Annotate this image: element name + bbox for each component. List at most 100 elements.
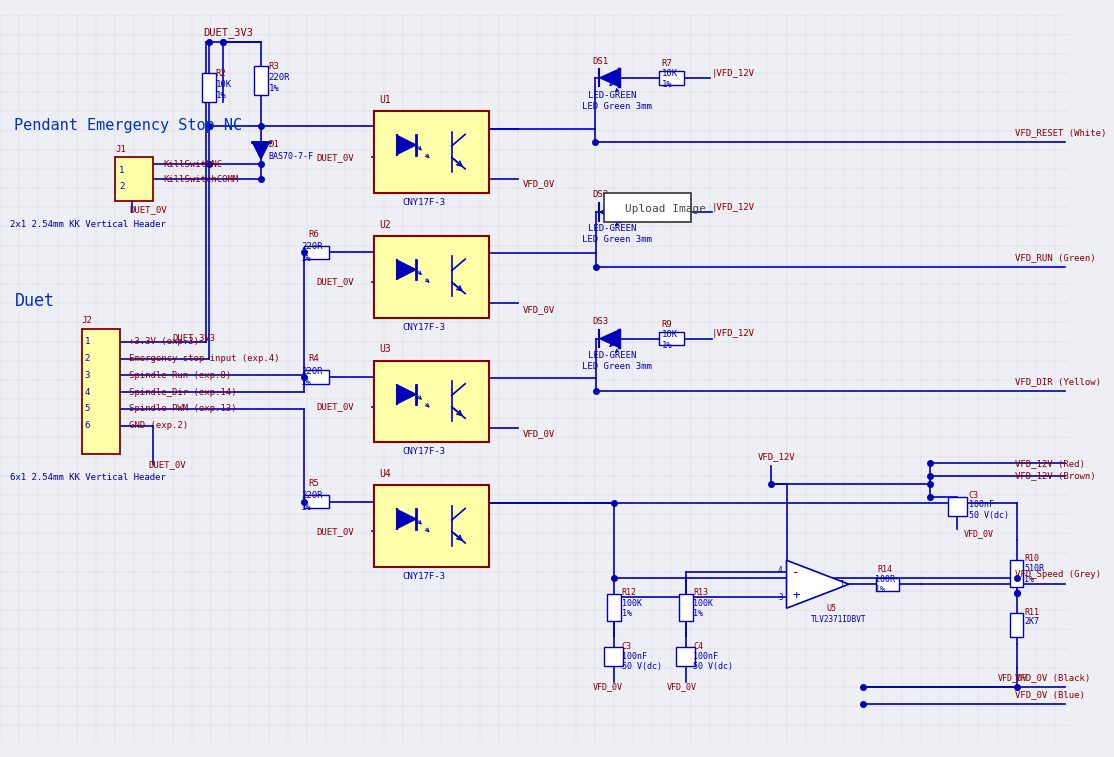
Text: VFD_DIR (Yellow): VFD_DIR (Yellow) bbox=[1015, 377, 1101, 386]
Polygon shape bbox=[397, 385, 417, 404]
Text: 1%: 1% bbox=[622, 609, 632, 618]
Text: 1%: 1% bbox=[662, 214, 673, 223]
Text: KillSwithNC: KillSwithNC bbox=[163, 160, 222, 169]
Text: 510R: 510R bbox=[1025, 565, 1045, 573]
Text: 50 V(dc): 50 V(dc) bbox=[622, 662, 662, 671]
Bar bbox=[115, 157, 154, 201]
Text: +3.3V (exp.3): +3.3V (exp.3) bbox=[129, 337, 199, 346]
Text: R6: R6 bbox=[309, 229, 320, 238]
Text: VFD_12V (Red): VFD_12V (Red) bbox=[1015, 459, 1085, 468]
Text: 220R: 220R bbox=[301, 242, 323, 251]
Text: R7: R7 bbox=[662, 59, 673, 68]
Text: VFD_0V: VFD_0V bbox=[522, 429, 555, 438]
Bar bbox=[304, 495, 329, 509]
Text: U1: U1 bbox=[379, 95, 391, 105]
Text: R5: R5 bbox=[309, 479, 320, 488]
Text: VFD_12V (Brown): VFD_12V (Brown) bbox=[1015, 472, 1095, 481]
Text: 100K: 100K bbox=[622, 599, 642, 608]
Text: 10K: 10K bbox=[662, 204, 678, 213]
Text: TLV2371IDBVT: TLV2371IDBVT bbox=[811, 615, 866, 625]
Text: VFD_0V (Blue): VFD_0V (Blue) bbox=[1015, 690, 1085, 699]
Text: 4: 4 bbox=[778, 566, 783, 575]
Text: R12: R12 bbox=[622, 588, 636, 597]
Text: VFD_0V: VFD_0V bbox=[522, 305, 555, 314]
Text: BAS70-7-F: BAS70-7-F bbox=[268, 152, 313, 161]
Text: CNY17F-3: CNY17F-3 bbox=[403, 322, 446, 332]
Text: R14: R14 bbox=[878, 565, 892, 575]
Text: |VFD_12V: |VFD_12V bbox=[712, 203, 754, 212]
Text: Upload Image: Upload Image bbox=[625, 204, 706, 214]
Text: CNY17F-3: CNY17F-3 bbox=[403, 572, 446, 581]
Bar bbox=[254, 67, 267, 95]
Text: Spindle_Dir (exp.14): Spindle_Dir (exp.14) bbox=[129, 388, 237, 397]
Text: J1: J1 bbox=[115, 145, 126, 154]
Text: 2x1 2.54mm KK Vertical Header: 2x1 2.54mm KK Vertical Header bbox=[10, 220, 166, 229]
Polygon shape bbox=[397, 260, 417, 279]
Text: DS3: DS3 bbox=[593, 317, 609, 326]
Bar bbox=[374, 111, 489, 193]
Bar bbox=[374, 361, 489, 442]
Text: LED-GREEN: LED-GREEN bbox=[588, 91, 636, 100]
Text: VFD_12V: VFD_12V bbox=[758, 452, 795, 461]
Text: DUET_0V: DUET_0V bbox=[316, 278, 354, 287]
Bar bbox=[948, 497, 967, 516]
Text: 220R: 220R bbox=[301, 367, 323, 375]
Polygon shape bbox=[599, 330, 618, 347]
Text: VFD_RESET (White): VFD_RESET (White) bbox=[1015, 128, 1106, 137]
Text: CNY17F-3: CNY17F-3 bbox=[403, 198, 446, 207]
Text: C3: C3 bbox=[622, 642, 632, 651]
Text: DUET_3V3: DUET_3V3 bbox=[173, 333, 216, 342]
Text: LED Green 3mm: LED Green 3mm bbox=[583, 235, 652, 245]
Text: 5: 5 bbox=[85, 404, 90, 413]
Text: DUET_0V: DUET_0V bbox=[316, 527, 354, 536]
Text: Emergency stop input (exp.4): Emergency stop input (exp.4) bbox=[129, 354, 280, 363]
Text: Duet: Duet bbox=[14, 292, 55, 310]
Bar bbox=[876, 578, 899, 591]
Bar bbox=[304, 246, 329, 259]
Bar bbox=[607, 593, 620, 621]
Text: C3: C3 bbox=[969, 491, 979, 500]
Text: J2: J2 bbox=[81, 316, 92, 325]
Bar bbox=[1010, 613, 1024, 637]
Bar bbox=[676, 646, 695, 665]
Text: 3: 3 bbox=[778, 593, 783, 602]
Text: VFD_0V: VFD_0V bbox=[593, 682, 623, 691]
Bar bbox=[680, 593, 693, 621]
Text: R8: R8 bbox=[662, 193, 673, 202]
Text: DUET_0V: DUET_0V bbox=[316, 402, 354, 411]
Text: GND (exp.2): GND (exp.2) bbox=[129, 422, 188, 431]
Bar bbox=[304, 370, 329, 384]
Polygon shape bbox=[599, 69, 618, 86]
Text: Spindle Run (exp.8): Spindle Run (exp.8) bbox=[129, 371, 232, 380]
Text: DUET_0V: DUET_0V bbox=[148, 459, 186, 469]
Text: 1%: 1% bbox=[301, 378, 312, 388]
Text: LED Green 3mm: LED Green 3mm bbox=[583, 362, 652, 371]
Text: C4: C4 bbox=[694, 642, 703, 651]
Text: 1%: 1% bbox=[216, 91, 226, 100]
Text: VFD_0V: VFD_0V bbox=[666, 682, 696, 691]
Text: 220R: 220R bbox=[268, 73, 290, 83]
Text: U5: U5 bbox=[827, 604, 837, 612]
Text: 100R: 100R bbox=[874, 575, 895, 584]
Text: DUET_0V: DUET_0V bbox=[316, 153, 354, 162]
Bar bbox=[374, 236, 489, 318]
Text: R11: R11 bbox=[1025, 608, 1039, 616]
Bar bbox=[203, 73, 216, 101]
Text: 220R: 220R bbox=[301, 491, 323, 500]
Text: VFD_0V: VFD_0V bbox=[522, 179, 555, 188]
Text: R2: R2 bbox=[216, 68, 226, 77]
Bar bbox=[374, 485, 489, 567]
Text: LED Green 3mm: LED Green 3mm bbox=[583, 102, 652, 111]
Bar bbox=[81, 329, 120, 453]
Text: 2: 2 bbox=[119, 182, 125, 191]
Text: 1%: 1% bbox=[874, 585, 885, 594]
Text: VFD_0V (Black): VFD_0V (Black) bbox=[1015, 673, 1091, 682]
Text: CNY17F-3: CNY17F-3 bbox=[403, 447, 446, 456]
Text: VFD_0V: VFD_0V bbox=[964, 529, 994, 538]
Text: 10K: 10K bbox=[216, 80, 232, 89]
Text: DS1: DS1 bbox=[593, 57, 609, 66]
Bar bbox=[659, 205, 684, 219]
Text: +: + bbox=[792, 589, 800, 603]
Text: 100nF: 100nF bbox=[969, 500, 994, 509]
Text: R3: R3 bbox=[268, 62, 280, 71]
